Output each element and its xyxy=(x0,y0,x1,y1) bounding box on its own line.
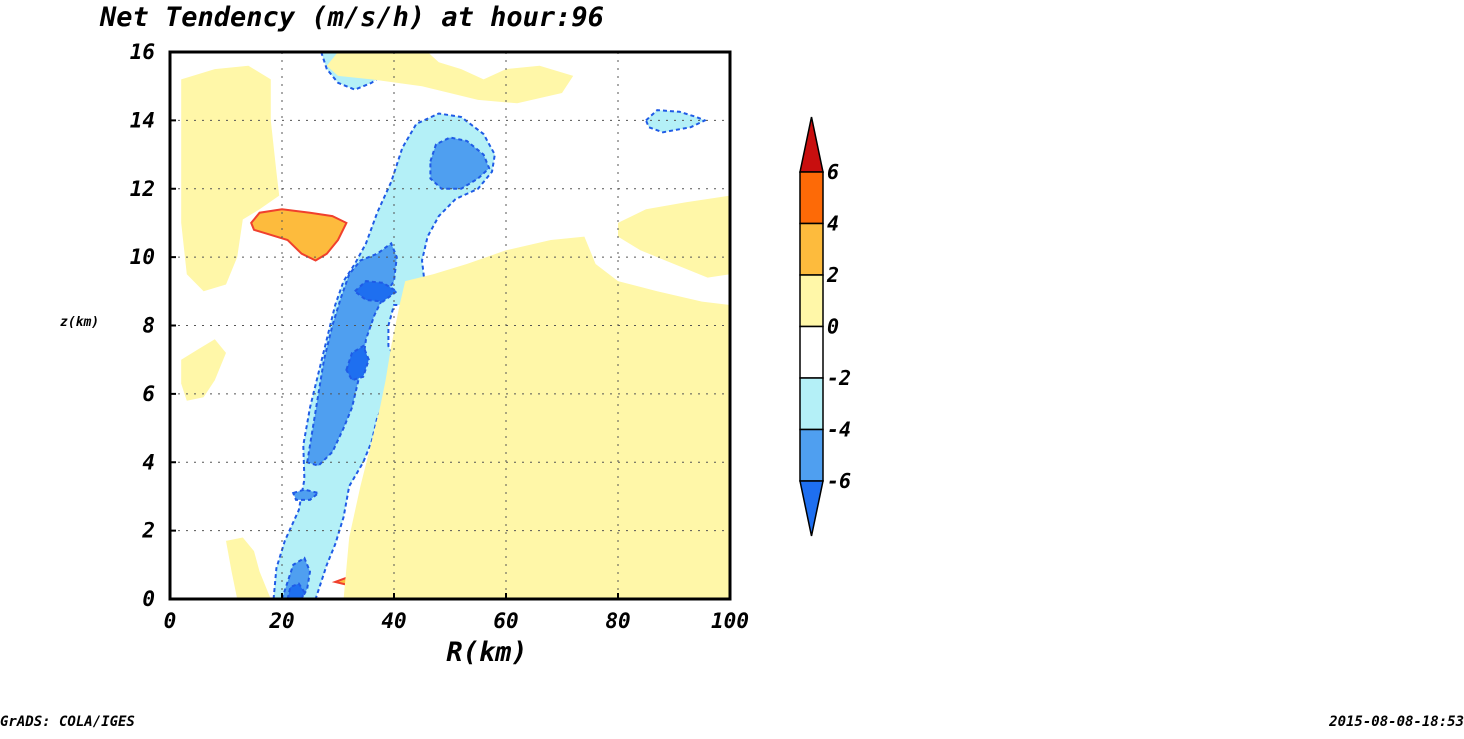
x-tick-label-2: 40 xyxy=(381,609,406,633)
y-tick-label-7: 14 xyxy=(130,108,155,132)
y-tick-label-0: 0 xyxy=(142,587,155,611)
colorbar: 6 4 2 0 -2 -4 -6 xyxy=(799,116,851,537)
contour-region-0 xyxy=(272,112,496,599)
contour-region-14 xyxy=(181,65,280,292)
y-tick-label-1: 2 xyxy=(141,519,155,543)
colorbar-top-arrow xyxy=(799,116,824,173)
chart-title: Net Tendency (m/s/h) at hour:96 xyxy=(99,2,604,33)
y-tick-label-3: 6 xyxy=(142,382,155,406)
contour-region-17 xyxy=(618,195,730,278)
colorbar-label-6: -6 xyxy=(827,469,851,493)
contour-region-10 xyxy=(250,208,348,262)
x-tick-label-5: 100 xyxy=(711,609,749,633)
contour-region-15 xyxy=(343,236,730,599)
contour-region-6 xyxy=(291,488,321,501)
y-axis-ticks: 0 2 4 6 8 10 12 14 16 xyxy=(130,40,176,611)
grid-lines xyxy=(170,52,730,599)
x-tick-label-1: 20 xyxy=(268,609,294,633)
x-tick-label-4: 80 xyxy=(605,609,630,633)
colorbar-label-4: -2 xyxy=(827,366,851,390)
colorbar-box-5 xyxy=(799,428,824,482)
contour-region-7 xyxy=(353,280,399,303)
colorbar-box-2 xyxy=(799,274,824,328)
contour-region-4 xyxy=(429,136,491,190)
y-tick-label-2: 4 xyxy=(142,450,155,474)
footer-credit: GrADS: COLA/IGES xyxy=(0,714,135,730)
contour-region-8 xyxy=(345,344,370,382)
y-tick-label-8: 16 xyxy=(130,40,155,64)
colorbar-label-0: 6 xyxy=(827,160,839,184)
contour-regions xyxy=(181,52,730,599)
x-axis-ticks: 0 20 40 60 80 100 xyxy=(164,593,749,633)
footer-timestamp: 2015-08-08-18:53 xyxy=(1328,714,1464,730)
x-tick-label-0: 0 xyxy=(164,609,177,633)
colorbar-label-1: 4 xyxy=(827,212,839,236)
y-tick-label-6: 12 xyxy=(130,177,155,201)
contour-region-16 xyxy=(326,52,574,104)
y-tick-label-5: 10 xyxy=(130,245,155,269)
colorbar-box-1 xyxy=(799,222,824,276)
y-tick-label-4: 8 xyxy=(142,314,155,338)
y-axis-label: z(km) xyxy=(60,315,99,330)
colorbar-box-4 xyxy=(799,377,824,431)
x-axis-label: R(km) xyxy=(446,637,527,668)
contour-region-9 xyxy=(286,582,306,599)
contour-region-18 xyxy=(181,339,226,401)
colorbar-label-3: 0 xyxy=(827,315,839,339)
colorbar-box-0 xyxy=(799,171,824,225)
contour-region-19 xyxy=(226,537,271,599)
colorbar-label-5: -4 xyxy=(827,418,851,442)
contour-region-2 xyxy=(644,109,708,134)
colorbar-box-3 xyxy=(799,325,824,379)
colorbar-bottom-arrow xyxy=(799,480,824,537)
colorbar-label-2: 2 xyxy=(826,263,839,287)
x-tick-label-3: 60 xyxy=(493,609,518,633)
